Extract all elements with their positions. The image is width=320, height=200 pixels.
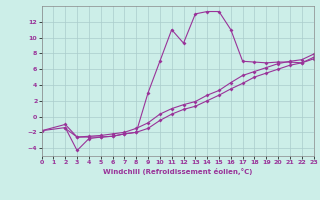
X-axis label: Windchill (Refroidissement éolien,°C): Windchill (Refroidissement éolien,°C)	[103, 168, 252, 175]
